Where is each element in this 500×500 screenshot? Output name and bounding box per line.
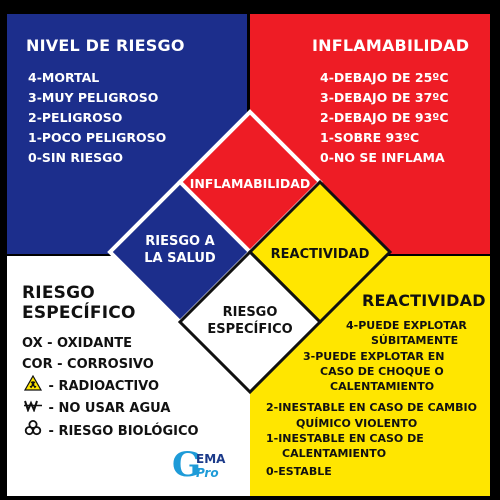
- diamond-bottom-label: RIESGO ESPECÍFICO: [195, 304, 305, 338]
- diamond-specific: [177, 249, 323, 395]
- no-water-icon: [22, 398, 44, 419]
- list-item: 3-DEBAJO DE 37ºC: [320, 90, 449, 105]
- reactividad-list: 4-PUEDE EXPLOTAR SÚBITAMENTE 3-PUEDE EXP…: [258, 318, 483, 479]
- diamond-right-label: REACTIVIDAD: [270, 247, 370, 262]
- no-agua-label: - NO USAR AGUA: [48, 401, 171, 416]
- list-item: 2-INESTABLE EN CASO DE CAMBIO: [266, 401, 477, 415]
- list-item: SÚBITAMENTE: [371, 334, 459, 348]
- logo-line2: Pro: [196, 466, 219, 480]
- list-item: 4-DEBAJO DE 25ºC: [320, 70, 449, 85]
- radiation-icon: [22, 374, 44, 398]
- list-item: 1-POCO PELIGROSO: [28, 130, 167, 145]
- especifico-title-line1: RIESGO: [22, 283, 95, 303]
- list-item: CALENTAMIENTO: [330, 380, 435, 394]
- biohazard-icon: [22, 419, 44, 444]
- list-item: COR - CORROSIVO: [22, 357, 154, 372]
- list-item: CALENTAMIENTO: [282, 447, 387, 461]
- list-item: 0-NO SE INFLAMA: [320, 150, 445, 165]
- list-item: 2-DEBAJO DE 93ºC: [320, 110, 449, 125]
- nivel-list: 4-MORTAL 3-MUY PELIGROSO 2-PELIGROSO 1-P…: [28, 68, 166, 168]
- diamond-left-label: RIESGO A LA SALUD: [125, 233, 235, 267]
- list-item: QUÍMICO VIOLENTO: [296, 416, 418, 430]
- list-item: 0-SIN RIESGO: [28, 150, 124, 165]
- list-item: 3-MUY PELIGROSO: [28, 90, 159, 105]
- diamond-left-line2: LA SALUD: [144, 251, 216, 266]
- list-item: 1-SOBRE 93ºC: [320, 130, 420, 145]
- inflamabilidad-list: 4-DEBAJO DE 25ºC 3-DEBAJO DE 37ºC 2-DEBA…: [320, 68, 449, 168]
- list-item: - RADIOACTIVO: [22, 374, 199, 398]
- especifico-title: RIESGO ESPECÍFICO: [22, 283, 136, 323]
- list-item: 3-PUEDE EXPLOTAR EN: [303, 349, 445, 363]
- list-item: - RIESGO BIOLÓGICO: [22, 419, 199, 444]
- list-item: 4-MORTAL: [28, 70, 100, 85]
- list-item: 1-INESTABLE EN CASO DE: [266, 432, 424, 446]
- list-item: 4-PUEDE EXPLOTAR: [346, 319, 467, 332]
- list-item: CASO DE CHOQUE O: [320, 364, 444, 378]
- diamond-top-label: INFLAMABILIDAD: [189, 176, 311, 191]
- inflamabilidad-title: INFLAMABILIDAD: [312, 36, 470, 55]
- diamond-bottom-line1: RIESGO: [222, 305, 278, 320]
- biologico-label: - RIESGO BIOLÓGICO: [48, 424, 199, 439]
- list-item: 0-ESTABLE: [266, 464, 332, 478]
- list-item: - NO USAR AGUA: [22, 398, 199, 419]
- diamond-bottom-line2: ESPECÍFICO: [207, 322, 293, 337]
- list-item: OX - OXIDANTE: [22, 336, 132, 351]
- nivel-title: NIVEL DE RIESGO: [26, 36, 185, 55]
- radioactivo-label: - RADIOACTIVO: [48, 379, 160, 394]
- especifico-title-line2: ESPECÍFICO: [22, 303, 136, 323]
- logo-letter: G: [172, 445, 202, 485]
- gema-pro-logo: G EMA Pro: [172, 446, 232, 486]
- reactividad-title: REACTIVIDAD: [362, 291, 486, 310]
- especifico-list: OX - OXIDANTE COR - CORROSIVO - RADIOACT…: [22, 333, 199, 444]
- list-item: 2-PELIGROSO: [28, 110, 123, 125]
- diamond-left-line1: RIESGO A: [145, 234, 215, 249]
- logo-line1: EMA: [196, 452, 226, 466]
